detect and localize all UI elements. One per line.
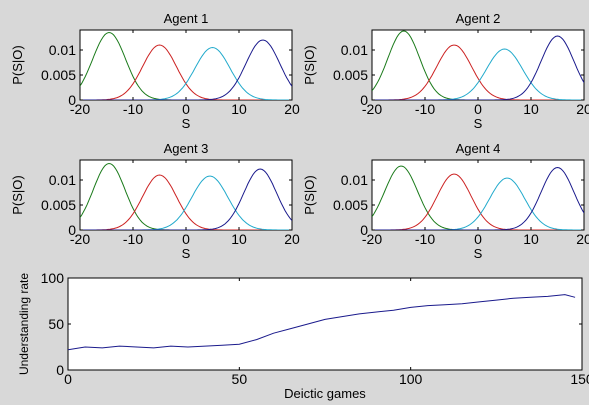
x-tick-label: 10 — [231, 101, 247, 117]
x-tick-label: -20 — [362, 231, 382, 247]
x-tick-label: -10 — [415, 101, 435, 117]
y-tick-label: 0.005 — [41, 197, 76, 213]
plot-panel: -20 -10 0 10 20 0 0.005 0.01 Agent 4 S P(S|O) — [302, 141, 589, 261]
y-tick-label: 0.005 — [41, 67, 76, 83]
x-tick-label: 10 — [523, 101, 539, 117]
series-line-1 — [80, 163, 292, 230]
plot-panel: -20 -10 0 10 20 0 0.005 0.01 Agent 2 S P(S|O) — [302, 11, 589, 131]
x-axis-label: Deictic games — [284, 386, 366, 401]
y-tick-label: 0.01 — [341, 172, 368, 188]
chart-title: Agent 2 — [456, 11, 501, 26]
series-line-2 — [372, 173, 584, 230]
series-line-3 — [372, 177, 584, 230]
x-tick-label: -10 — [123, 101, 143, 117]
x-tick-label: 150 — [570, 371, 589, 387]
y-tick-label: 0 — [56, 362, 64, 378]
x-axis-label: S — [182, 246, 191, 261]
series-line-2 — [372, 44, 584, 100]
y-tick-label: 0.01 — [49, 172, 76, 188]
y-tick-label: 50 — [48, 316, 64, 332]
y-tick-label: 0.005 — [333, 67, 368, 83]
series-group — [372, 30, 584, 100]
plot-area — [371, 29, 585, 101]
x-tick-label: 0 — [64, 371, 72, 387]
x-axis-label: S — [182, 116, 191, 131]
plot-panel: 0 50 100 150 0 50 100 Deictic games Understandin… — [17, 270, 589, 401]
series-group — [80, 32, 292, 100]
x-tick-label: -10 — [415, 231, 435, 247]
x-tick-label: 0 — [474, 101, 482, 117]
chart-title: Agent 1 — [164, 11, 209, 26]
x-tick-label: 10 — [231, 231, 247, 247]
y-tick-label: 0 — [360, 92, 368, 108]
series-line-3 — [80, 175, 292, 230]
series-group — [80, 163, 292, 230]
x-tick-label: 0 — [474, 231, 482, 247]
plot-area — [79, 29, 293, 101]
plot-panel: -20 -10 0 10 20 0 0.005 0.01 Agent 1 S P(S|O) — [10, 11, 300, 131]
plot-area — [371, 159, 585, 231]
plots: -20 -10 0 10 20 0 0.005 0.01 Agent 1 S P(S|O) -20 -1… — [10, 11, 589, 401]
y-tick-label: 0 — [68, 222, 76, 238]
x-tick-label: -20 — [70, 231, 90, 247]
series-line-4 — [80, 39, 292, 100]
series-line-1 — [372, 165, 584, 230]
series-line-4 — [80, 168, 292, 230]
series-line-3 — [80, 46, 292, 100]
y-tick-label: 0 — [68, 92, 76, 108]
x-tick-label: 10 — [523, 231, 539, 247]
y-axis-label: P(S|O) — [302, 45, 317, 85]
y-axis-label: Understanding rate — [17, 273, 31, 375]
y-tick-label: 100 — [41, 270, 65, 286]
series-line-3 — [372, 48, 584, 100]
y-tick-label: 0.01 — [49, 42, 76, 58]
x-axis-label: S — [474, 246, 483, 261]
x-tick-label: 0 — [182, 101, 190, 117]
series-line-1 — [372, 30, 584, 100]
plot-area — [67, 277, 583, 371]
series-group — [68, 294, 576, 351]
series-line-2 — [80, 174, 292, 230]
series-line-1 — [80, 32, 292, 100]
y-tick-label: 0 — [360, 222, 368, 238]
y-axis-label: P(S|O) — [10, 175, 25, 215]
plot-area — [79, 159, 293, 231]
series-line-4 — [372, 166, 584, 230]
x-tick-label: 20 — [284, 101, 300, 117]
y-axis-label: P(S|O) — [10, 45, 25, 85]
x-tick-label: 20 — [576, 231, 589, 247]
x-tick-label: 20 — [284, 231, 300, 247]
y-tick-label: 0.005 — [333, 197, 368, 213]
x-tick-label: -20 — [70, 101, 90, 117]
series-line-4 — [372, 35, 584, 100]
series-group — [372, 165, 584, 230]
x-tick-label: 20 — [576, 101, 589, 117]
x-tick-label: 50 — [232, 371, 248, 387]
x-tick-label: 100 — [399, 371, 423, 387]
chart-title: Agent 4 — [456, 141, 501, 156]
x-tick-label: -20 — [362, 101, 382, 117]
y-axis-label: P(S|O) — [302, 175, 317, 215]
series-line-1 — [68, 294, 576, 351]
x-axis-label: S — [474, 116, 483, 131]
x-tick-label: 0 — [182, 231, 190, 247]
plot-panel: -20 -10 0 10 20 0 0.005 0.01 Agent 3 S P(S|O) — [10, 141, 300, 261]
x-tick-label: -10 — [123, 231, 143, 247]
chart-title: Agent 3 — [164, 141, 209, 156]
y-tick-label: 0.01 — [341, 42, 368, 58]
